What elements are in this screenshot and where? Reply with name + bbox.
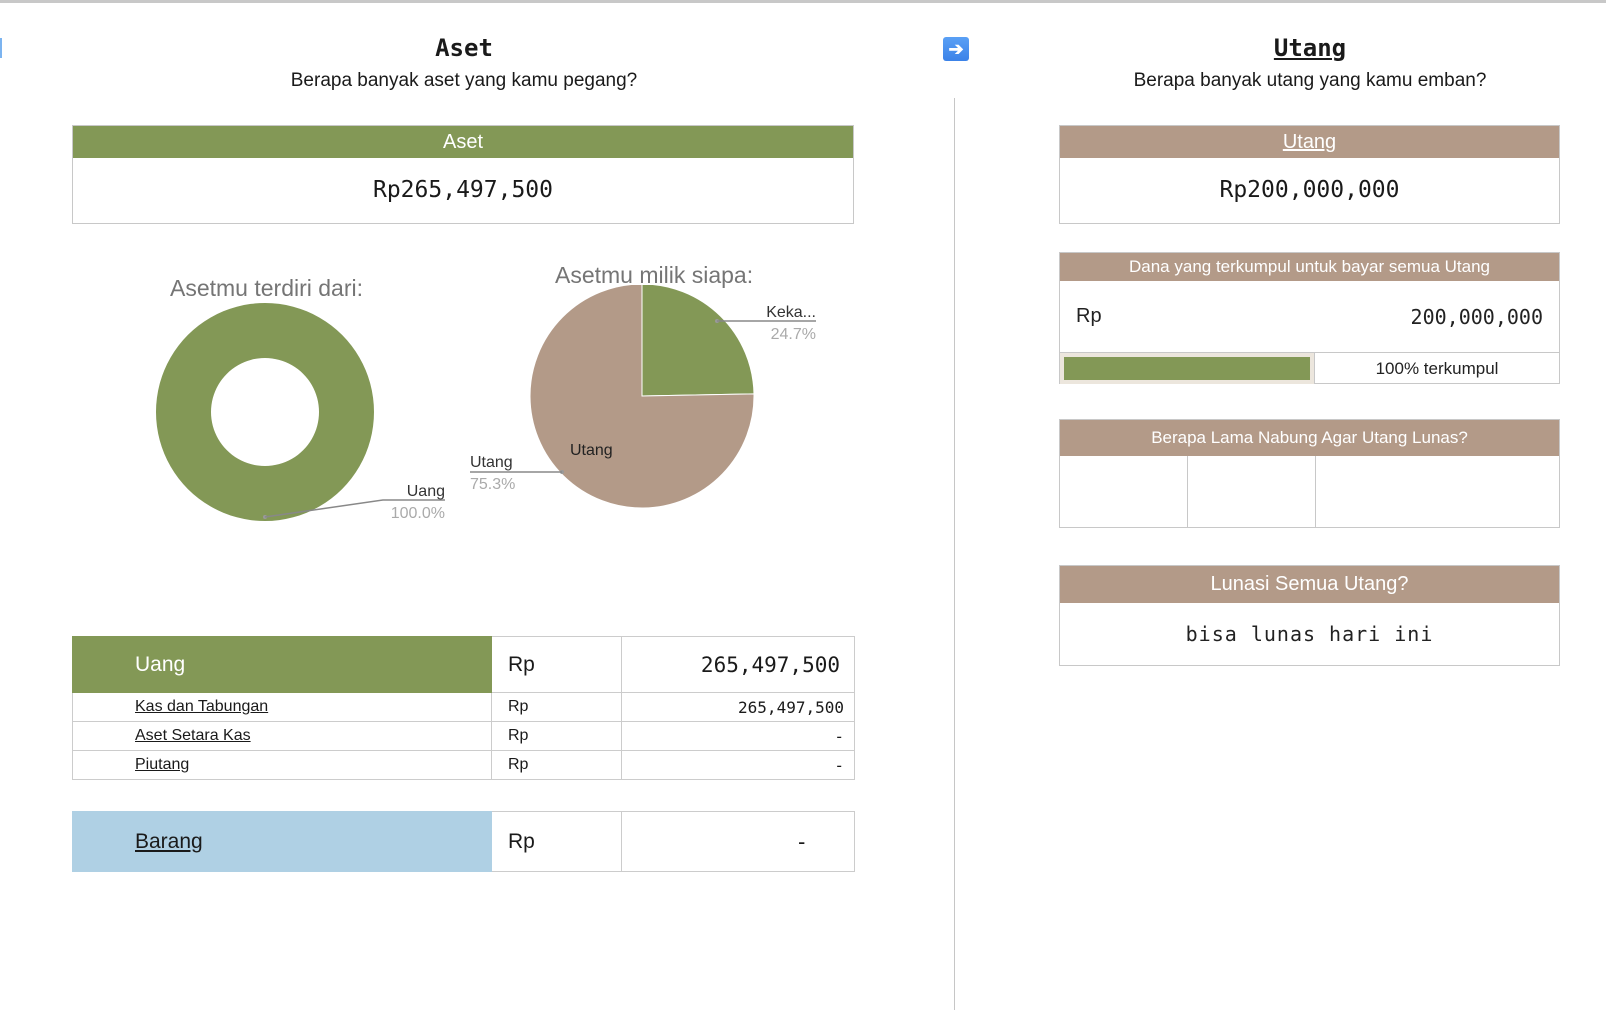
aset-setara-kas-link[interactable]: Aset Setara Kas	[135, 727, 251, 744]
lunasi-header: Lunasi Semua Utang?	[1060, 566, 1559, 603]
nabung-cell	[1316, 456, 1559, 528]
uang-main-row: Uang Rp 265,497,500	[72, 636, 855, 693]
pie-slice-keka	[641, 285, 755, 397]
chart-title-composition: Asetmu terdiri dari:	[170, 275, 364, 301]
aset-total-header: Aset	[73, 126, 853, 158]
slice-label: Uang	[407, 483, 445, 500]
column-divider	[954, 98, 955, 1010]
dana-value: 200,000,000	[1410, 304, 1543, 329]
lunasi-value: bisa lunas hari ini	[1185, 622, 1434, 646]
nabung-cell	[1060, 456, 1188, 528]
dana-progress-label: 100% terkumpul	[1375, 358, 1499, 378]
aset-total-value: Rp265,497,500	[372, 177, 553, 203]
top-border	[0, 0, 1606, 3]
dana-amount-row: Rp 200,000,000	[1060, 281, 1559, 353]
slice-percent: 24.7%	[771, 326, 816, 343]
composition-donut-chart: Uang 100.0%	[155, 303, 445, 522]
row-currency: Rp	[491, 692, 622, 722]
dana-progress-bar	[1060, 353, 1315, 384]
dana-progress-fill	[1064, 357, 1310, 380]
uang-label: Uang	[72, 636, 492, 693]
barang-link[interactable]: Barang	[135, 829, 203, 853]
table-row: Piutang Rp -	[72, 750, 855, 780]
nabung-cells	[1060, 456, 1559, 528]
pie-slice-utang	[529, 285, 755, 509]
lunasi-box: Lunasi Semua Utang? bisa lunas hari ini	[1059, 565, 1560, 666]
uang-table: Uang Rp 265,497,500 Kas dan Tabungan Rp …	[72, 636, 855, 780]
uang-currency: Rp	[491, 636, 622, 693]
aset-subtitle: Berapa banyak aset yang kamu pegang?	[290, 70, 638, 91]
slice-percent: 75.3%	[470, 476, 515, 493]
utang-title[interactable]: Utang	[1273, 34, 1347, 62]
left-edge-marker	[0, 38, 2, 58]
table-row: Kas dan Tabungan Rp 265,497,500	[72, 692, 855, 722]
utang-total-box: Utang Rp200,000,000	[1059, 125, 1560, 224]
kas-dan-tabungan-link[interactable]: Kas dan Tabungan	[135, 698, 269, 715]
uang-value: 265,497,500	[621, 636, 855, 693]
nabung-box: Berapa Lama Nabung Agar Utang Lunas?	[1059, 419, 1560, 528]
table-row: Aset Setara Kas Rp -	[72, 721, 855, 751]
utang-total-header-link[interactable]: Utang	[1282, 130, 1337, 153]
donut-slice-uang	[155, 303, 374, 521]
row-value: 265,497,500	[621, 692, 855, 722]
dana-header: Dana yang terkumpul untuk bayar semua Ut…	[1060, 253, 1559, 281]
piutang-link[interactable]: Piutang	[135, 756, 190, 773]
aset-total-box: Aset Rp265,497,500	[72, 125, 854, 224]
barang-value: -	[621, 811, 855, 872]
dana-terkumpul-box: Dana yang terkumpul untuk bayar semua Ut…	[1059, 252, 1560, 384]
barang-row: Barang Rp -	[72, 811, 855, 872]
ownership-pie-chart: Keka... 24.7% Utang 75.3% Utang	[470, 285, 816, 509]
chart-title-ownership: Asetmu milik siapa:	[555, 262, 754, 288]
slice-percent: 100.0%	[391, 505, 445, 522]
barang-table: Barang Rp -	[72, 811, 855, 872]
utang-total-value: Rp200,000,000	[1219, 177, 1400, 203]
arrow-right-icon[interactable]: ➔	[943, 37, 969, 61]
row-currency: Rp	[491, 721, 622, 751]
utang-subtitle: Berapa banyak utang yang kamu emban?	[1133, 70, 1487, 91]
slice-label: Utang	[470, 454, 513, 471]
nabung-cell	[1188, 456, 1316, 528]
row-value: -	[621, 750, 855, 780]
nabung-header: Berapa Lama Nabung Agar Utang Lunas?	[1060, 420, 1559, 456]
dana-progress-row: 100% terkumpul	[1060, 353, 1559, 384]
leader-line	[264, 499, 445, 518]
dana-currency: Rp	[1076, 305, 1102, 327]
barang-currency: Rp	[491, 811, 622, 872]
row-currency: Rp	[491, 750, 622, 780]
slice-inner-label: Utang	[570, 442, 613, 459]
slice-label: Keka...	[766, 304, 816, 321]
aset-title: Aset	[435, 34, 493, 62]
row-value: -	[621, 721, 855, 751]
